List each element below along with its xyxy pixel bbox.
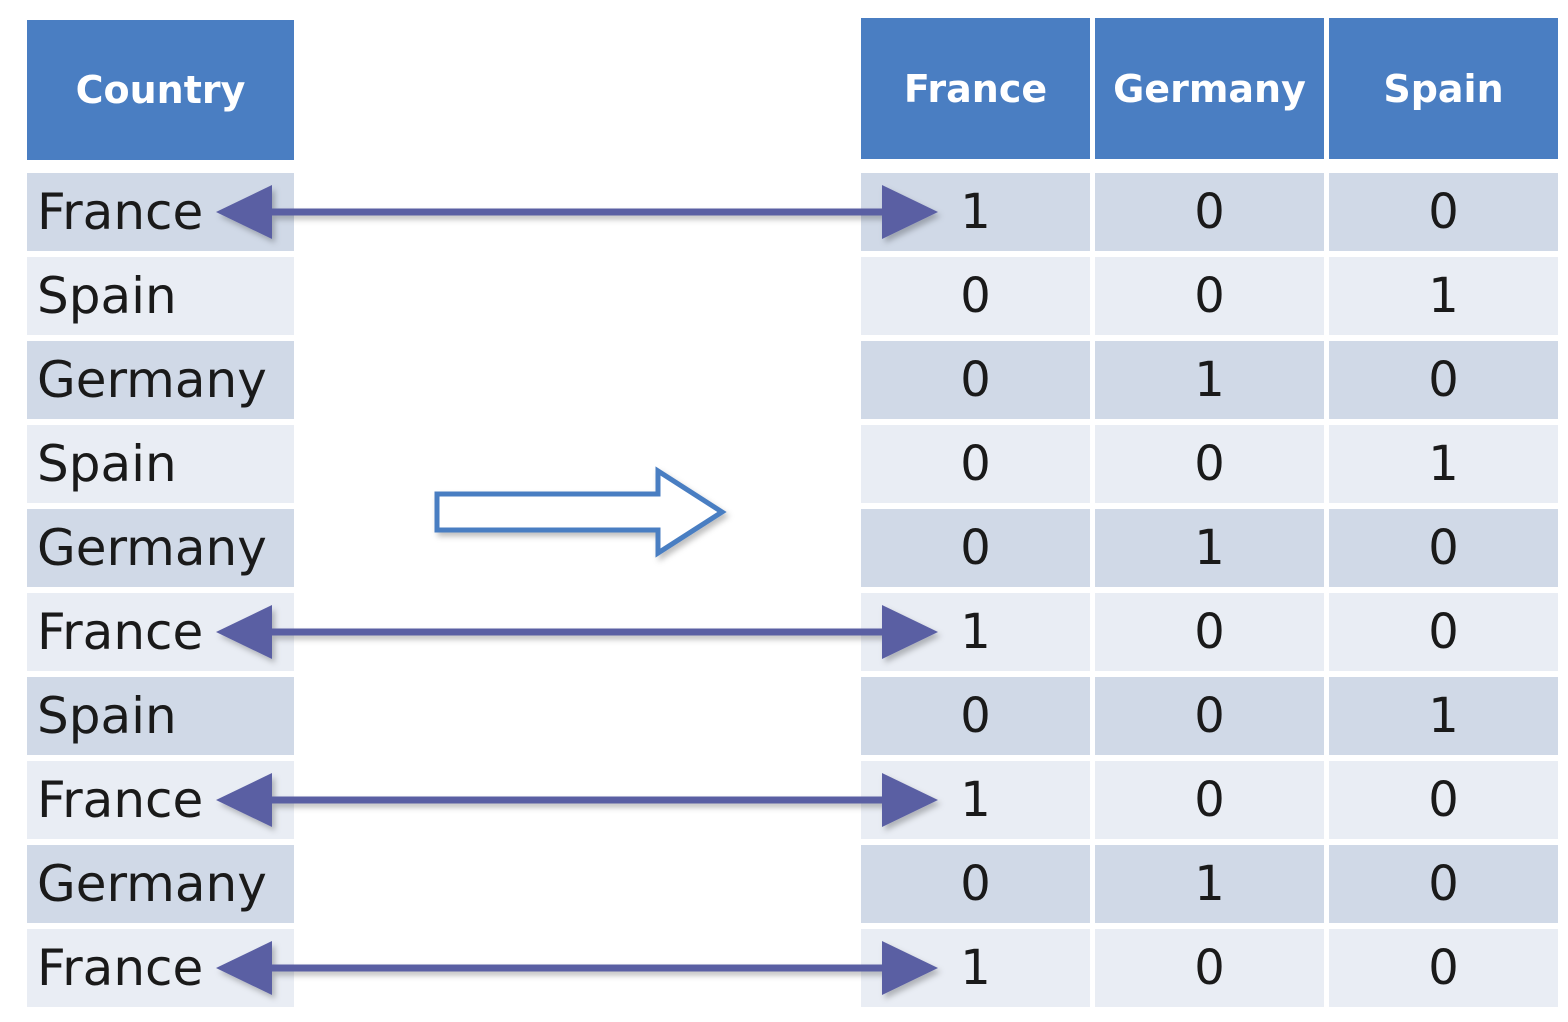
value-cell-germany: 0: [1095, 761, 1324, 839]
value-cell-germany: 0: [1095, 929, 1324, 1007]
country-cell: Spain: [27, 677, 294, 755]
value-cell-germany: 1: [1095, 341, 1324, 419]
value-cell-germany: 0: [1095, 593, 1324, 671]
double-arrow-icon: [216, 773, 938, 827]
value-cell-france: 0: [861, 509, 1090, 587]
value-cell-france: 1: [861, 929, 1090, 1007]
country-header: Country: [27, 20, 294, 160]
value-cell-spain: 0: [1329, 845, 1558, 923]
country-cell: Germany: [27, 509, 294, 587]
value-cell-spain: 0: [1329, 929, 1558, 1007]
country-cell: Spain: [27, 257, 294, 335]
country-cell: France: [27, 173, 294, 251]
double-arrow-icon: [216, 605, 938, 659]
value-cell-france: 0: [861, 677, 1090, 755]
value-cell-germany: 0: [1095, 425, 1324, 503]
value-cell-spain: 0: [1329, 341, 1558, 419]
country-cell: France: [27, 929, 294, 1007]
column-header-spain: Spain: [1329, 18, 1558, 159]
double-arrow-icon: [216, 185, 938, 239]
value-cell-germany: 1: [1095, 509, 1324, 587]
column-header-france: France: [861, 18, 1090, 159]
value-cell-germany: 0: [1095, 173, 1324, 251]
value-cell-germany: 0: [1095, 257, 1324, 335]
value-cell-france: 0: [861, 845, 1090, 923]
transform-arrow-icon: [434, 466, 727, 558]
country-cell: France: [27, 761, 294, 839]
country-cell: Spain: [27, 425, 294, 503]
value-cell-spain: 0: [1329, 761, 1558, 839]
value-cell-france: 0: [861, 341, 1090, 419]
value-cell-spain: 0: [1329, 173, 1558, 251]
value-cell-france: 0: [861, 425, 1090, 503]
column-header-germany: Germany: [1095, 18, 1324, 159]
value-cell-france: 1: [861, 761, 1090, 839]
value-cell-france: 0: [861, 257, 1090, 335]
value-cell-germany: 0: [1095, 677, 1324, 755]
value-cell-spain: 1: [1329, 425, 1558, 503]
value-cell-spain: 1: [1329, 257, 1558, 335]
value-cell-france: 1: [861, 593, 1090, 671]
value-cell-france: 1: [861, 173, 1090, 251]
double-arrow-icon: [216, 941, 938, 995]
value-cell-spain: 1: [1329, 677, 1558, 755]
country-cell: France: [27, 593, 294, 671]
value-cell-germany: 1: [1095, 845, 1324, 923]
value-cell-spain: 0: [1329, 593, 1558, 671]
country-cell: Germany: [27, 845, 294, 923]
value-cell-spain: 0: [1329, 509, 1558, 587]
country-cell: Germany: [27, 341, 294, 419]
